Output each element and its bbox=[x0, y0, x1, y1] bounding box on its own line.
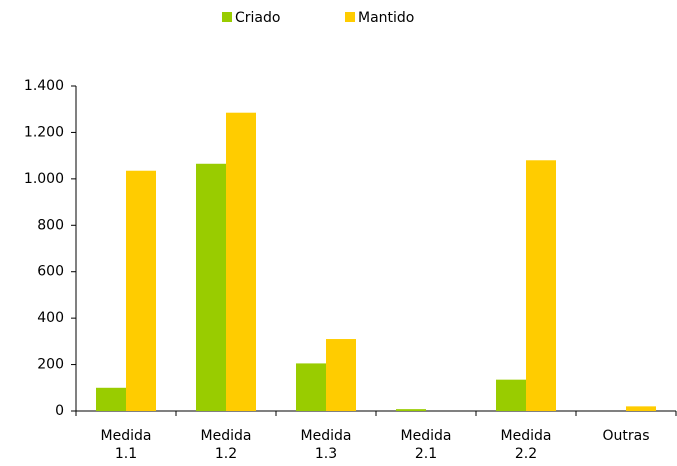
legend-label: Criado bbox=[235, 10, 280, 26]
bar bbox=[296, 363, 326, 411]
legend-swatch bbox=[222, 12, 232, 22]
bar bbox=[126, 170, 156, 411]
x-tick-label: Medida 1.1 bbox=[100, 428, 152, 462]
x-tick-label: Medida 1.3 bbox=[300, 428, 352, 462]
bar bbox=[226, 112, 256, 412]
y-tick-label: 1.000 bbox=[24, 171, 64, 187]
y-tick-label: 400 bbox=[37, 310, 64, 326]
x-tick-label: Outras bbox=[602, 428, 650, 444]
y-tick-label: 600 bbox=[37, 264, 64, 280]
y-tick-label: 1.400 bbox=[24, 78, 64, 94]
bar bbox=[196, 163, 226, 411]
bar bbox=[326, 339, 356, 411]
y-tick-label: 200 bbox=[37, 357, 64, 373]
bar bbox=[526, 160, 556, 411]
bar bbox=[626, 406, 656, 411]
bar bbox=[496, 379, 526, 411]
bar bbox=[396, 409, 426, 411]
x-tick-label: Medida 1.2 bbox=[200, 428, 252, 462]
x-tick-label: Medida 2.2 bbox=[500, 428, 552, 462]
y-tick-label: 0 bbox=[55, 403, 64, 419]
legend-label: Mantido bbox=[358, 10, 414, 26]
legend-swatch bbox=[345, 12, 355, 22]
y-tick-label: 800 bbox=[37, 217, 64, 233]
bar bbox=[96, 387, 126, 411]
x-tick-label: Medida 2.1 bbox=[400, 428, 452, 462]
y-tick-label: 1.200 bbox=[24, 124, 64, 140]
